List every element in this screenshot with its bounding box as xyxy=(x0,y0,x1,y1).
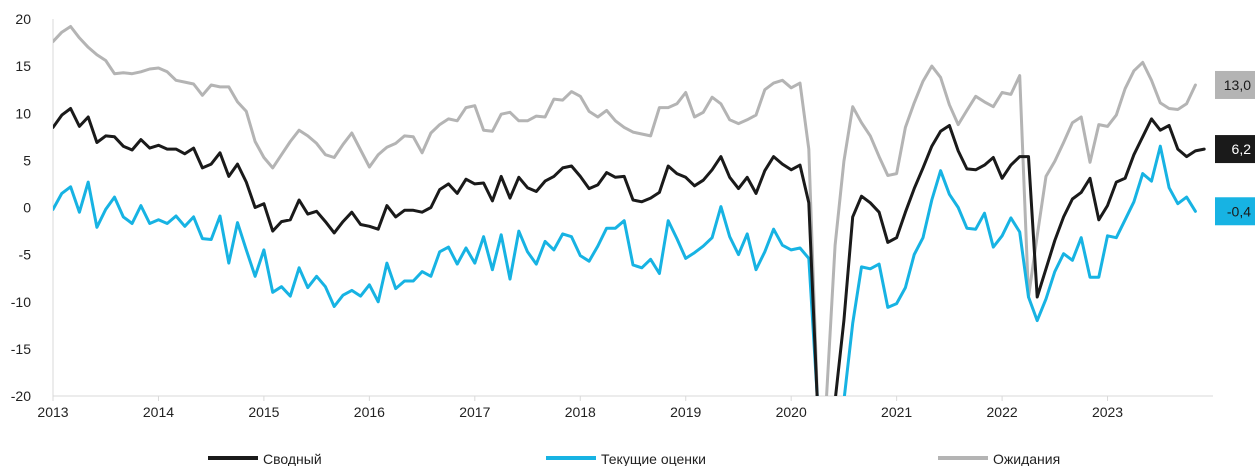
legend: Сводный Текущие оценки Ожидания xyxy=(208,451,1060,466)
end-label-tekushchie: -0,4 xyxy=(1215,197,1255,226)
legend-item-ozhidaniya: Ожидания xyxy=(938,451,1060,466)
x-tick-label: 2015 xyxy=(248,404,279,420)
axes xyxy=(52,19,1213,397)
end-label-tekushchie-box xyxy=(1215,197,1255,226)
x-tick-label: 2021 xyxy=(881,404,912,420)
x-tick-label: 2016 xyxy=(354,404,385,420)
end-label-svodny-box xyxy=(1215,135,1255,164)
x-tick-label: 2019 xyxy=(670,404,701,420)
x-tick-label: 2014 xyxy=(143,404,174,420)
y-tick-label: -20 xyxy=(11,388,31,404)
y-tick-label: -15 xyxy=(11,341,31,357)
series-tekushchie-line xyxy=(53,144,1197,396)
x-axis-ticks: 2013 2014 2015 2016 2017 2018 2019 2020 2021 2022… xyxy=(37,396,1123,420)
y-tick-label: 10 xyxy=(15,105,31,121)
x-tick-label: 2017 xyxy=(459,404,490,420)
legend-label-svodny: Сводный xyxy=(263,451,322,466)
y-tick-label: -10 xyxy=(11,294,31,310)
end-label-svodny-text: 6,2 xyxy=(1232,141,1252,157)
series-ozhidaniya-line xyxy=(53,25,1197,396)
x-tick-label: 2022 xyxy=(987,404,1018,420)
x-tick-label: 2023 xyxy=(1092,404,1123,420)
x-tick-label: 2018 xyxy=(565,404,596,420)
end-label-ozhidaniya: 13,0 xyxy=(1215,70,1255,99)
legend-label-tekushchie: Текущие оценки xyxy=(601,451,706,466)
legend-label-ozhidaniya: Ожидания xyxy=(993,451,1060,466)
y-axis-ticks: 20 15 10 5 0 -5 -10 -15 -20 xyxy=(11,11,31,404)
x-tick-label: 2013 xyxy=(37,404,68,420)
y-tick-label: 5 xyxy=(23,152,31,168)
y-tick-label: 0 xyxy=(23,200,31,216)
x-tick-label: 2020 xyxy=(776,404,807,420)
legend-item-tekushchie: Текущие оценки xyxy=(546,451,706,466)
legend-item-svodny: Сводный xyxy=(208,451,322,466)
series-svodny-line xyxy=(53,107,1206,396)
end-labels: 6,2 -0,4 13,0 xyxy=(1215,70,1255,226)
y-tick-label: 15 xyxy=(15,58,31,74)
end-label-ozhidaniya-text: 13,0 xyxy=(1224,77,1251,93)
end-label-svodny: 6,2 xyxy=(1215,135,1255,164)
y-tick-label: -5 xyxy=(19,247,32,263)
end-label-ozhidaniya-box xyxy=(1215,70,1255,99)
series-lines xyxy=(53,25,1206,396)
end-label-tekushchie-text: -0,4 xyxy=(1227,203,1251,219)
y-tick-label: 20 xyxy=(15,11,31,27)
